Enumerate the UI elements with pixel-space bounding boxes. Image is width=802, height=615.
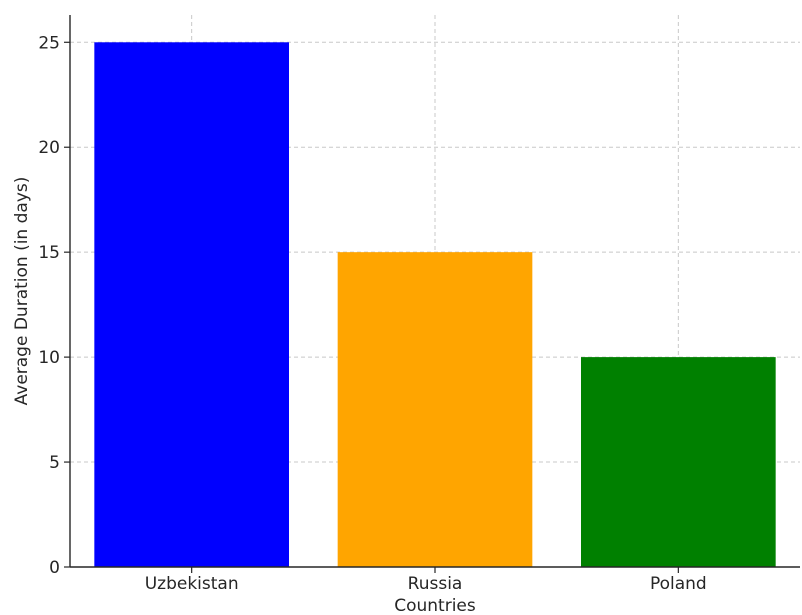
- bar-russia: [337, 252, 533, 568]
- y-tick-label: 25: [38, 33, 60, 53]
- ticks: 0 5 10 15 20 25 Uzbekistan Russia Poland: [38, 33, 706, 594]
- bars: [94, 42, 776, 568]
- x-tick-label: Russia: [408, 574, 463, 594]
- bar-uzbekistan: [94, 42, 289, 568]
- y-axis-label: Average Duration (in days): [12, 177, 32, 406]
- y-tick-label: 10: [38, 348, 60, 368]
- y-tick-label: 20: [38, 138, 60, 158]
- y-tick-label: 5: [49, 453, 60, 473]
- x-tick-label: Uzbekistan: [145, 574, 239, 594]
- y-tick-label: 15: [38, 243, 60, 263]
- y-tick-label: 0: [49, 558, 60, 578]
- x-tick-label: Poland: [650, 574, 707, 594]
- x-axis-label: Countries: [394, 596, 476, 615]
- bar-poland: [581, 357, 776, 567]
